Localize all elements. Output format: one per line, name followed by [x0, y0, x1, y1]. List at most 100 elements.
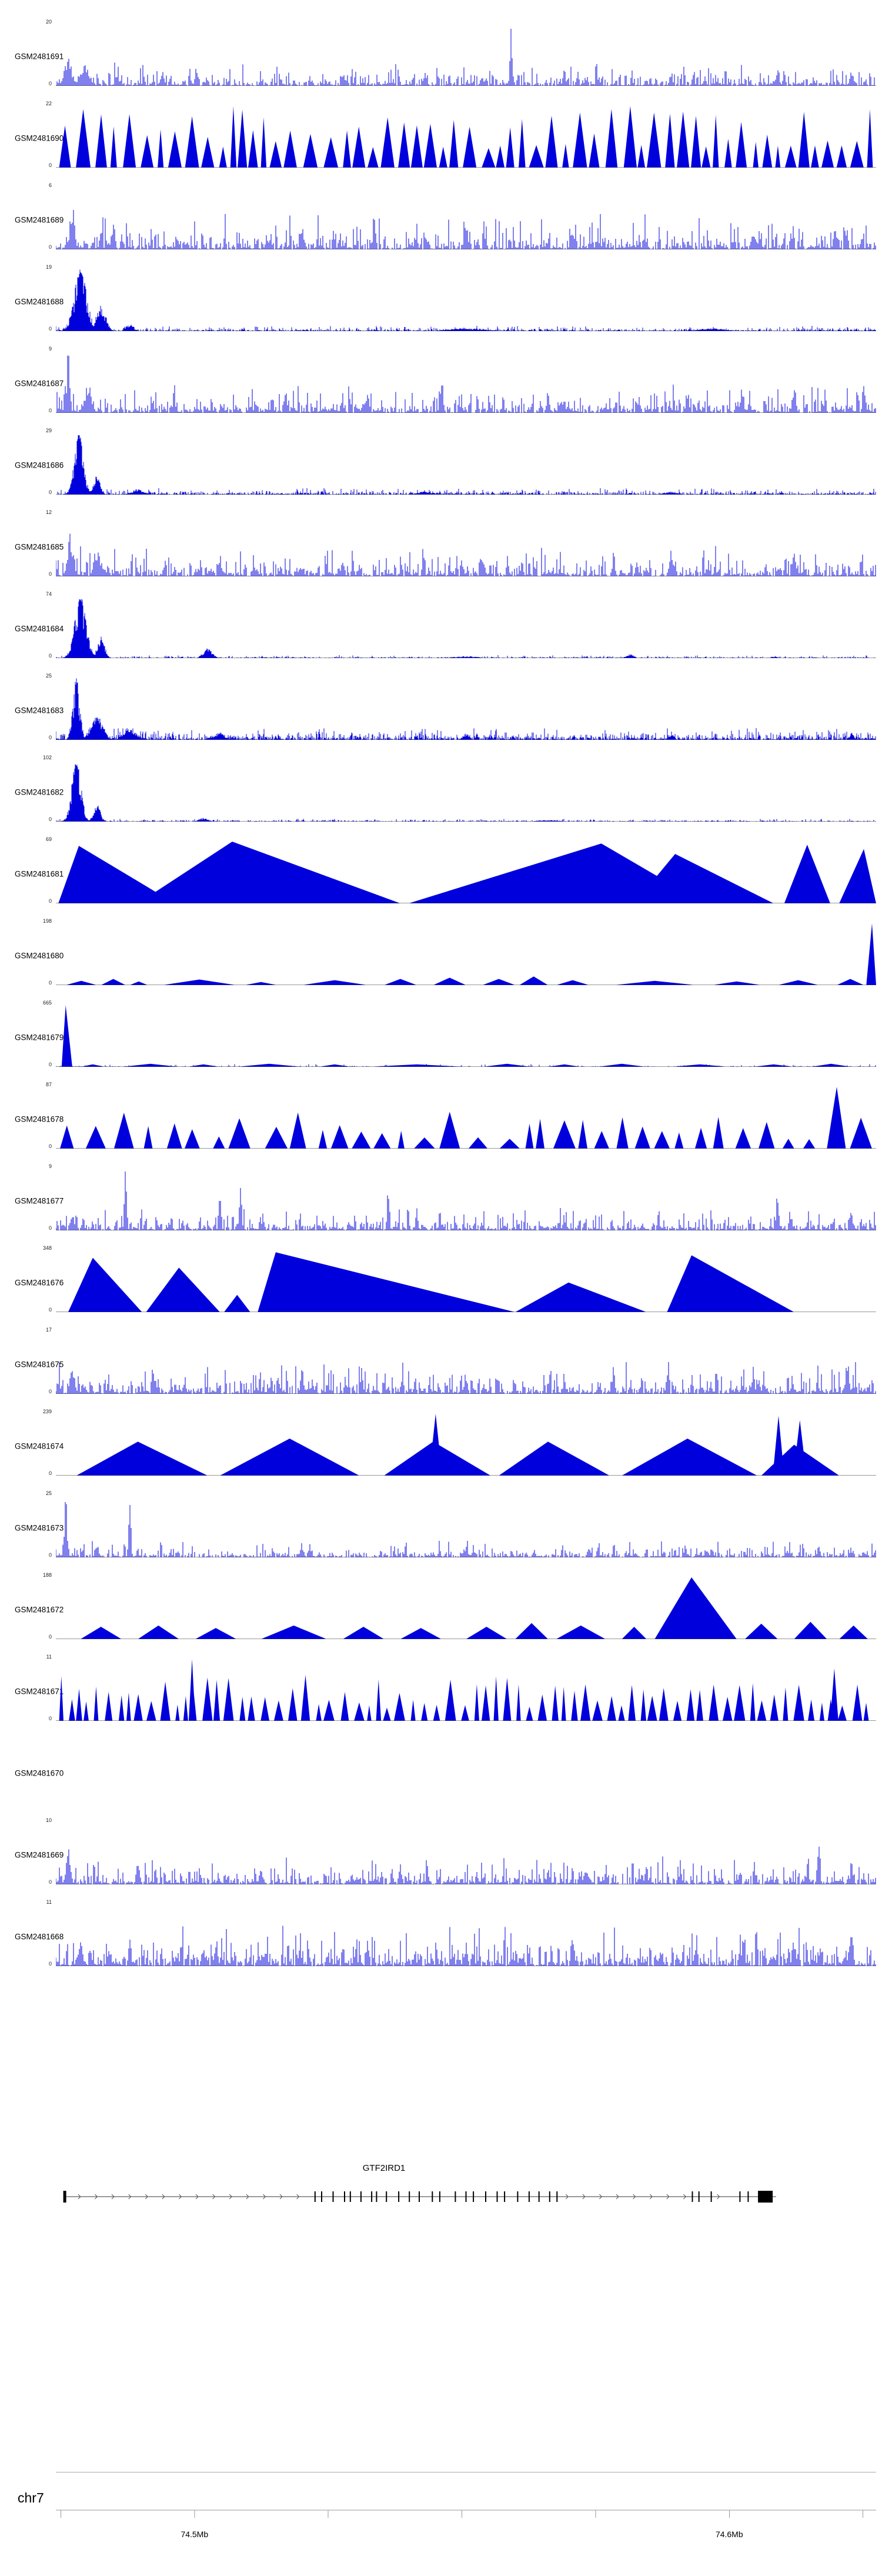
exon — [455, 2191, 456, 2202]
strand-arrow-icon — [683, 2194, 687, 2200]
exon — [465, 2191, 467, 2202]
track-plot — [56, 355, 876, 413]
track-row: GSM2481687 9 0 — [0, 342, 882, 424]
track-row: GSM2481682 102 0 — [0, 751, 882, 833]
y-axis-zero-label: 0 — [48, 1961, 52, 1967]
exon-tall — [758, 2191, 773, 2203]
strand-arrow-icon — [179, 2194, 182, 2200]
y-axis-max-label: 6 — [48, 182, 52, 188]
track-label: GSM2481683 — [15, 706, 64, 715]
track-row: GSM2481679 665 0 — [0, 996, 882, 1078]
track-row: GSM2481674 239 0 — [0, 1405, 882, 1487]
strand-arrow-icon — [162, 2194, 165, 2200]
track-label: GSM2481689 — [15, 215, 64, 224]
track-plot — [56, 842, 876, 903]
track-label: GSM2481687 — [15, 379, 64, 388]
exon — [556, 2191, 558, 2202]
y-axis-max-label: 25 — [45, 673, 52, 679]
track-row: GSM2481675 17 0 — [0, 1323, 882, 1405]
track-row: GSM2481690 22 0 — [0, 97, 882, 179]
strand-arrow-icon — [633, 2194, 636, 2200]
y-axis-max-label: 74 — [45, 591, 52, 597]
y-axis-max-label: 10 — [45, 1817, 52, 1823]
track-row: GSM2481673 25 0 — [0, 1487, 882, 1569]
y-axis-max-label: 9 — [48, 346, 52, 352]
y-axis-zero-label: 0 — [48, 1552, 52, 1558]
track-row: GSM2481689 6 0 — [0, 179, 882, 261]
track-label: GSM2481680 — [15, 951, 64, 960]
exon — [517, 2191, 519, 2202]
signal-spikes — [56, 1362, 876, 1394]
track-label: GSM2481688 — [15, 297, 64, 306]
track-label: GSM2481676 — [15, 1278, 64, 1287]
y-axis-max-label: 239 — [42, 1409, 52, 1414]
track-row: GSM2481672 188 0 — [0, 1569, 882, 1650]
ruler-tick-label: 74.6Mb — [716, 2530, 743, 2539]
signal-spikes — [56, 1064, 876, 1067]
signal-area — [68, 1252, 794, 1312]
genome-axis-ruler: 74.5Mb 74.6Mb — [56, 2510, 876, 2539]
signal-spikes — [56, 355, 876, 413]
track-plot — [56, 1659, 876, 1721]
strand-arrow-icon — [246, 2194, 249, 2200]
signal-area — [59, 106, 873, 168]
exon — [376, 2191, 377, 2202]
y-axis-max-label: 11 — [46, 1654, 52, 1660]
y-axis-zero-label: 0 — [48, 571, 52, 577]
y-axis-max-label: 69 — [45, 836, 52, 842]
track-label: GSM2481673 — [15, 1523, 64, 1532]
y-axis-zero-label: 0 — [48, 326, 52, 332]
exon — [473, 2191, 475, 2202]
track-plot — [56, 599, 876, 658]
track-plot — [56, 1847, 876, 1884]
signal-spikes — [56, 1172, 876, 1230]
track-label: GSM2481681 — [15, 869, 64, 878]
track-row: GSM2481678 87 0 — [0, 1078, 882, 1160]
track-plot — [56, 269, 876, 331]
exon — [538, 2191, 540, 2202]
y-axis-zero-label: 0 — [48, 1634, 52, 1640]
y-axis-zero-label: 0 — [48, 1062, 52, 1067]
track-row: GSM2481685 12 0 — [0, 506, 882, 588]
track-label: GSM2481677 — [15, 1196, 64, 1205]
y-axis-max-label: 22 — [45, 101, 52, 106]
signal-area — [76, 1414, 840, 1476]
signal-spikes — [56, 1501, 876, 1557]
track-label: GSM2481674 — [15, 1442, 64, 1450]
track-row: GSM2481676 348 0 — [0, 1242, 882, 1323]
track-plot — [56, 1172, 876, 1230]
y-axis-zero-label: 0 — [48, 1879, 52, 1885]
strand-arrow-icon — [717, 2194, 720, 2200]
signal-area — [60, 1087, 872, 1149]
track-label: GSM2481679 — [15, 1033, 64, 1042]
track-plot — [56, 533, 876, 576]
signal-spikes — [56, 1926, 876, 1966]
signal-spikes — [56, 28, 875, 86]
track-row: GSM2481684 74 0 — [0, 588, 882, 669]
track-plot — [56, 209, 876, 249]
track-plot — [56, 106, 876, 168]
track-row: GSM2481691 20 0 — [0, 15, 882, 97]
track-plot — [56, 1501, 876, 1557]
track-plot — [56, 764, 876, 822]
track-plot — [56, 1414, 876, 1476]
strand-arrow-icon — [128, 2194, 132, 2200]
y-axis-max-label: 17 — [45, 1327, 52, 1333]
signal-spikes — [56, 209, 876, 249]
y-axis-max-label: 665 — [42, 1000, 52, 1006]
track-row: GSM2481680 198 0 — [0, 915, 882, 996]
strand-arrow-icon — [296, 2194, 300, 2200]
track-label: GSM2481691 — [15, 52, 64, 61]
y-axis-max-label: 198 — [42, 918, 52, 924]
track-plot — [56, 923, 876, 985]
y-axis-zero-label: 0 — [48, 162, 52, 168]
strand-arrow-icon — [95, 2194, 98, 2200]
exon — [549, 2191, 550, 2202]
track-label: GSM2481684 — [15, 624, 64, 633]
gene-model-track — [63, 2191, 776, 2203]
track-plot — [56, 1577, 876, 1639]
y-axis-max-label: 11 — [46, 1899, 52, 1905]
exon — [739, 2191, 741, 2202]
exon — [691, 2191, 693, 2202]
y-axis-max-label: 102 — [42, 755, 52, 760]
